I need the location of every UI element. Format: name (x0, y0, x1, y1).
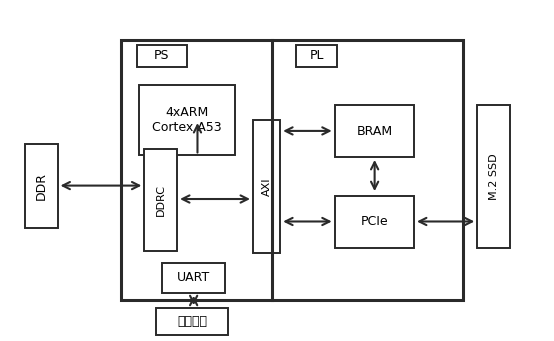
Bar (121, 40, 464, 300)
Bar (162, 263, 225, 293)
Bar (335, 105, 414, 157)
Bar (144, 149, 177, 251)
Text: BRAM: BRAM (356, 124, 392, 137)
Bar (477, 105, 510, 248)
Text: DDRC: DDRC (156, 184, 166, 216)
Text: M.2 SSD: M.2 SSD (489, 153, 499, 200)
Bar (139, 85, 235, 155)
Bar (335, 196, 414, 248)
Text: PL: PL (310, 49, 324, 62)
Text: DDR: DDR (35, 172, 48, 199)
Text: UART: UART (177, 271, 210, 284)
Text: 4xARM
Cortex A53: 4xARM Cortex A53 (152, 106, 222, 134)
Bar (25, 144, 58, 227)
Bar (296, 45, 337, 66)
Text: PCIe: PCIe (361, 215, 388, 228)
Text: 串口接收: 串口接收 (177, 315, 207, 328)
Bar (137, 45, 187, 66)
Bar (253, 120, 280, 253)
Text: PS: PS (154, 49, 170, 62)
Text: AXI: AXI (261, 177, 271, 196)
Bar (156, 308, 228, 335)
